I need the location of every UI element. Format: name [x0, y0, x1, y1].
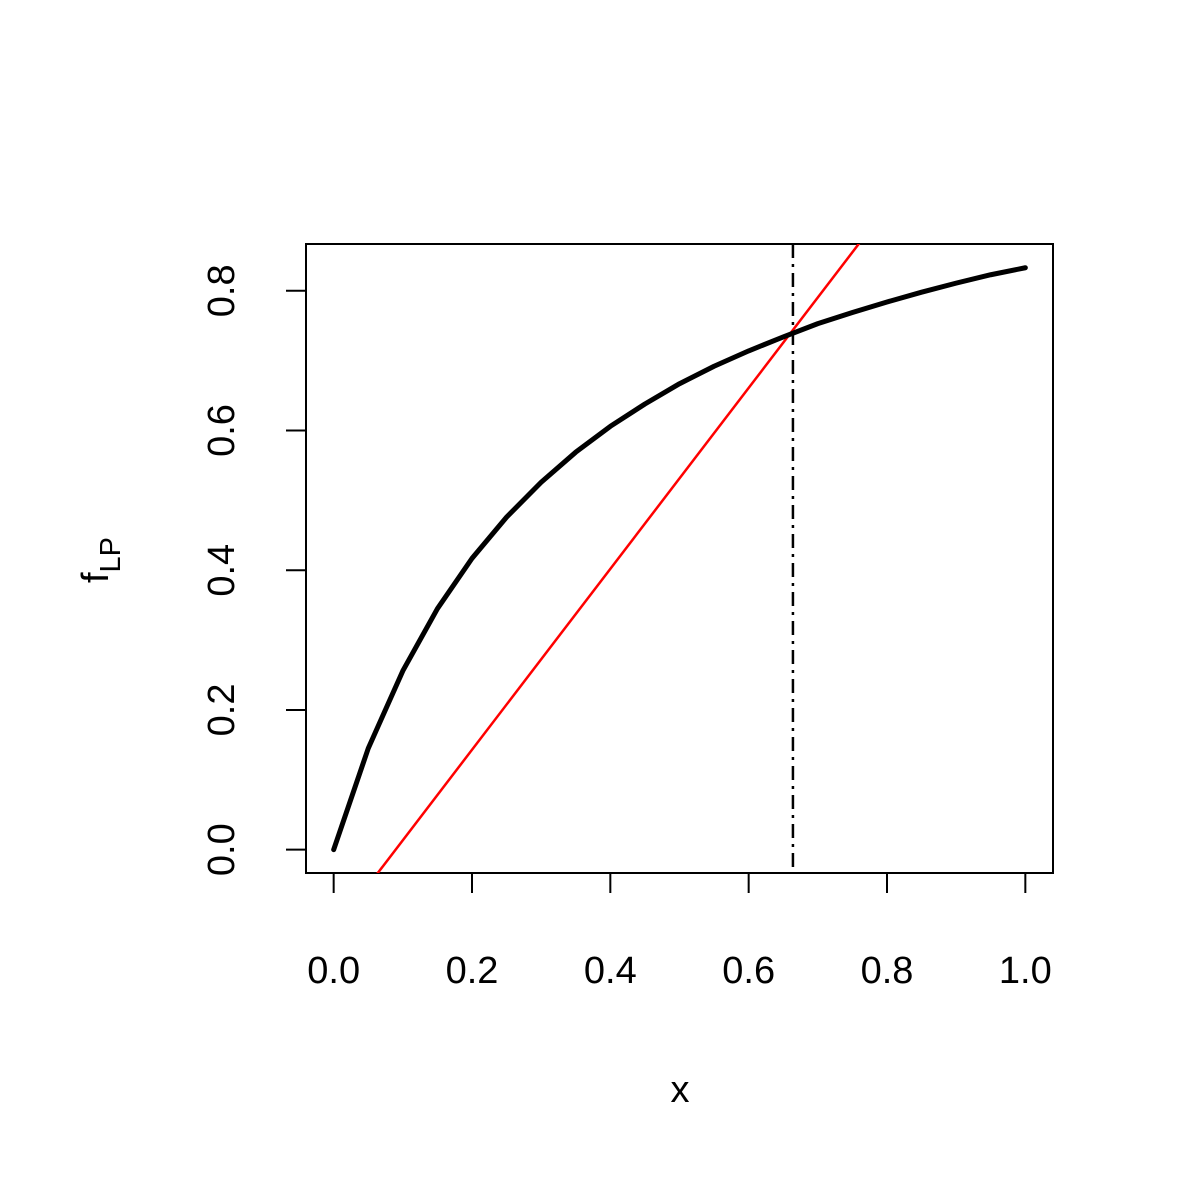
x-tick-label: 0.0	[307, 950, 360, 992]
y-tick-label: 0.6	[201, 404, 243, 457]
y-tick-label: 0.4	[201, 544, 243, 597]
x-tick-label: 1.0	[999, 950, 1052, 992]
y-tick-label: 0.8	[201, 264, 243, 317]
x-tick-label: 0.6	[722, 950, 775, 992]
plot-area	[331, 244, 1028, 873]
y-label-main: f	[75, 572, 117, 583]
x-tick-label: 0.4	[584, 950, 637, 992]
x-tick-label: 0.2	[446, 950, 499, 992]
y-tick-label: 0.0	[201, 823, 243, 876]
y-axis-label: fLP	[75, 537, 127, 583]
x-tick-label: 0.8	[861, 950, 914, 992]
y-label-sub: LP	[95, 537, 127, 572]
reference-line	[376, 244, 861, 873]
x-axis-label: x	[671, 1069, 690, 1111]
curve	[331, 265, 1028, 853]
plot-frame	[305, 243, 1054, 874]
y-tick-label: 0.2	[201, 684, 243, 737]
